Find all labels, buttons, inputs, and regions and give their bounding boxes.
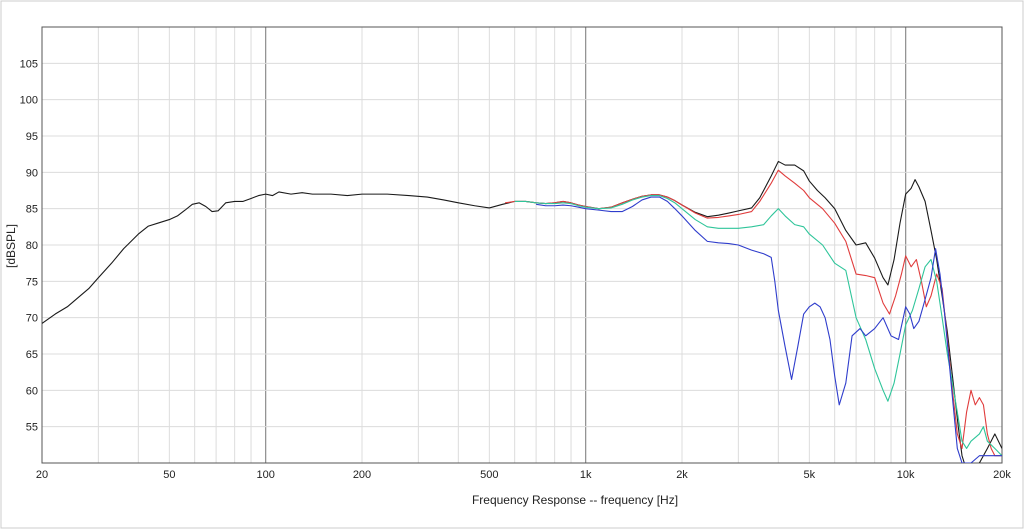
- y-tick-label: 85: [26, 204, 38, 216]
- y-tick-label: 100: [20, 95, 38, 107]
- grid: [42, 27, 1002, 463]
- plot-area-border: [41, 26, 1003, 464]
- y-axis-title: [dBSPL]: [4, 224, 18, 268]
- x-tick-label: 500: [480, 469, 498, 481]
- x-axis-title: Frequency Response -- frequency [Hz]: [472, 493, 678, 507]
- y-tick-label: 95: [26, 131, 38, 143]
- x-tick-label: 100: [256, 469, 274, 481]
- y-tick-labels: 55 60 65 70 75 80 85 90 95 100 105: [20, 58, 38, 433]
- series-layer: [42, 160, 1002, 463]
- x-tick-label: 200: [353, 469, 371, 481]
- y-tick-label: 70: [26, 313, 38, 325]
- y-tick-label: 60: [26, 385, 38, 397]
- y-tick-label: 55: [26, 422, 38, 434]
- x-tick-label: 10k: [897, 469, 915, 481]
- series-line-3: [514, 195, 1002, 457]
- x-tick-labels: 20 50 100 200 500 1k 2k 5k 10k 20k: [36, 469, 1011, 481]
- y-tick-label: 75: [26, 276, 38, 288]
- x-tick-label: 2k: [676, 469, 688, 481]
- y-tick-label: 90: [26, 167, 38, 179]
- x-tick-label: 5k: [804, 469, 816, 481]
- x-tick-label: 50: [163, 469, 175, 481]
- x-tick-label: 20k: [993, 469, 1011, 481]
- x-tick-label: 1k: [580, 469, 592, 481]
- y-tick-label: 65: [26, 349, 38, 361]
- series-line-4: [536, 196, 1002, 463]
- y-tick-label: 105: [20, 58, 38, 70]
- y-tick-label: 80: [26, 240, 38, 252]
- x-tick-label: 20: [36, 469, 48, 481]
